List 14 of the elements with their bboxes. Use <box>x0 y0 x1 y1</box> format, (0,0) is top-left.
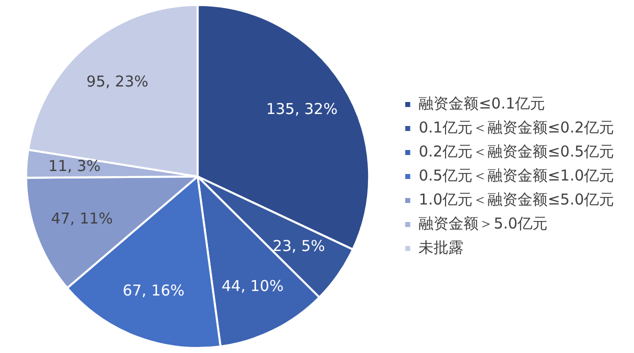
data-label: 44, 10% <box>222 276 284 295</box>
data-label: 23, 5% <box>272 237 325 256</box>
data-label: 135, 32% <box>266 100 338 118</box>
data-label: 11, 3% <box>48 157 101 176</box>
data-label: 47, 11% <box>50 210 113 228</box>
legend-label: 0.1亿元＜融资金额≤0.2亿元 <box>418 118 614 136</box>
data-label: 67, 16% <box>122 282 185 300</box>
legend-label: 0.2亿元＜融资金额≤0.5亿元 <box>418 142 614 160</box>
legend-label: 1.0亿元＜融资金额≤5.0亿元 <box>418 190 614 208</box>
legend-label: 未批露 <box>418 238 464 256</box>
data-label: 95, 23% <box>86 72 148 91</box>
legend-label: 融资金额≤0.1亿元 <box>418 94 546 112</box>
legend-label: 融资金额＞5.0亿元 <box>418 214 548 232</box>
legend-label: 0.5亿元＜融资金额≤1.0亿元 <box>418 166 614 184</box>
